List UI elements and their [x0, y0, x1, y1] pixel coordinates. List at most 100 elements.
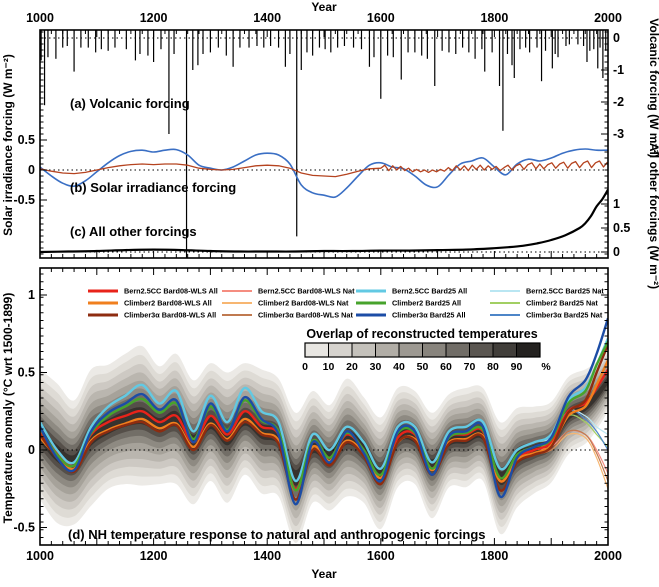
panel-d-label: (d) NH temperature response to natural a…	[68, 527, 486, 542]
bottom-axis-title: Year	[311, 567, 337, 581]
temperature-series-7	[40, 359, 608, 492]
legend: Bern2.5CC Bard08-WLS All Climber2 Bard08-…	[88, 287, 604, 320]
temperature-series-10	[40, 340, 608, 492]
temperature-series-8	[40, 344, 608, 501]
top-panel-group: 0.5 0 -0.5 0 -1 -2 -3 1 0.5 0 1000 1200 1400 1600 1800…	[13, 11, 630, 259]
tick-label: 1000	[26, 549, 54, 563]
legend-item: Bern2.5CC Bard25 All	[356, 287, 467, 296]
legend-item: Climber3α Bard08-WLS Nat	[222, 311, 353, 320]
colorbar-cell	[352, 343, 376, 357]
legend-item: Climber3α Bard25 All	[356, 311, 466, 320]
colorbar-cell	[516, 343, 540, 357]
tick-label: 2000	[594, 549, 622, 563]
tick-label: 1200	[140, 11, 168, 25]
other-forcings-panel	[40, 189, 608, 254]
tick-label: 20	[346, 361, 358, 373]
top-frame: 0.5 0 -0.5 0 -1 -2 -3 1 0.5 0 1000 1200 1400 1600 1800…	[13, 11, 630, 259]
tick-label: 1400	[253, 11, 281, 25]
tick-label: 40	[393, 361, 405, 373]
tick-label: 30	[370, 361, 382, 373]
tick-label: -0.5	[13, 193, 35, 207]
tick-label: -0.5	[13, 521, 35, 535]
tick-label: -1	[613, 63, 624, 77]
legend-label: Climber3α Bard25 Nat	[526, 311, 603, 320]
legend-item: Bern2.5CC Bard08-WLS All	[88, 287, 218, 296]
colorbar-cell	[469, 343, 493, 357]
tick-label: 1600	[367, 11, 395, 25]
temperature-series	[40, 317, 608, 506]
legend-label: Bern2.5CC Bard25 Nat	[526, 287, 604, 296]
other-forcings-axis-title: All other forcings (W m⁻²)	[647, 143, 659, 289]
tick-label: 1800	[480, 11, 508, 25]
colorbar-cell	[446, 343, 470, 357]
legend-item: Climber2 Bard25 Nat	[490, 299, 598, 308]
temperature-panel: 1 0.5 0 -0.5 1000 1200 1400 1600 1800 2000	[13, 267, 622, 563]
panel-c-label: (c) All other forcings	[70, 224, 197, 239]
tick-label: 0	[28, 163, 35, 177]
temperature-series-9	[40, 337, 608, 483]
tick-label: 0	[613, 31, 620, 45]
tick-label: %	[541, 361, 551, 373]
tick-label: 80	[487, 361, 499, 373]
colorbar-cell	[399, 343, 423, 357]
legend-label: Climber2 Bard08-WLS All	[124, 299, 212, 308]
colorbar-cell	[328, 343, 352, 357]
tick-label: 1000	[26, 11, 54, 25]
legend-item: Climber2 Bard08-WLS Nat	[222, 299, 349, 308]
tick-label: 1600	[367, 549, 395, 563]
tick-label: -2	[613, 95, 624, 109]
tick-label: 0.5	[18, 366, 35, 380]
tick-label: 0.5	[613, 221, 630, 235]
tick-label: 1800	[480, 549, 508, 563]
tick-label: 10	[323, 361, 335, 373]
panel-a-label: (a) Volcanic forcing	[70, 96, 190, 111]
tick-label: 0.5	[18, 133, 35, 147]
legend-label: Climber3α Bard08-WLS All	[124, 311, 216, 320]
tick-label: 70	[464, 361, 476, 373]
legend-label: Climber2 Bard25 Nat	[526, 299, 598, 308]
legend-item: Climber3α Bard08-WLS All	[88, 311, 216, 320]
legend-label: Bern2.5CC Bard25 All	[392, 287, 467, 296]
legend-item: Bern2.5CC Bard25 Nat	[490, 287, 604, 296]
tick-label: 1200	[140, 549, 168, 563]
bottom-frame: 1 0.5 0 -0.5 1000 1200 1400 1600 1800 2000	[13, 267, 622, 563]
tick-label: 90	[511, 361, 523, 373]
top-axis-title: Year	[311, 0, 337, 14]
colorbar-title: Overlap of reconstructed temperatures	[306, 327, 537, 341]
tick-label: -3	[613, 127, 624, 141]
tick-label: 50	[417, 361, 429, 373]
temperature-axis-title: Temperature anomaly (°C wrt 1500-1899)	[1, 293, 15, 524]
legend-item: Climber3α Bard25 Nat	[490, 311, 603, 320]
legend-label: Climber2 Bard08-WLS Nat	[258, 299, 349, 308]
volcanic-axis-title: Volcanic forcing (W m⁻²)	[647, 18, 659, 157]
colorbar-cell	[493, 343, 517, 357]
solar-series-1	[40, 160, 608, 178]
colorbar-cell	[375, 343, 399, 357]
tick-label: 0	[613, 245, 620, 259]
legend-label: Climber2 Bard25 All	[392, 299, 461, 308]
tick-label: 0	[302, 361, 308, 373]
overlap-band	[40, 374, 608, 491]
solar-axis-title: Solar irradiance forcing (W m⁻²)	[1, 54, 15, 236]
overlap-colorbar: 0 10 20 30 40 50 60 70 80 90%	[302, 342, 551, 373]
legend-label: Climber3α Bard25 All	[392, 311, 466, 320]
legend-item: Bern2.5CC Bard08-WLS Nat	[222, 287, 355, 296]
legend-item: Climber2 Bard25 All	[356, 299, 461, 308]
tick-label: 1	[28, 288, 35, 302]
panel-b-label: (b) Solar irradiance forcing	[70, 180, 236, 195]
legend-label: Bern2.5CC Bard08-WLS All	[124, 287, 218, 296]
colorbar-cell	[422, 343, 446, 357]
tick-label: 2000	[594, 11, 622, 25]
legend-label: Climber3α Bard08-WLS Nat	[258, 311, 353, 320]
legend-label: Bern2.5CC Bard08-WLS Nat	[258, 287, 355, 296]
tick-label: 1400	[253, 549, 281, 563]
solar-panel	[40, 148, 608, 199]
other-forcings-line	[40, 189, 608, 254]
tick-label: 1	[613, 197, 620, 211]
temperature-series-11	[40, 317, 608, 506]
colorbar-cell	[305, 343, 329, 357]
legend-item: Climber2 Bard08-WLS All	[88, 299, 212, 308]
